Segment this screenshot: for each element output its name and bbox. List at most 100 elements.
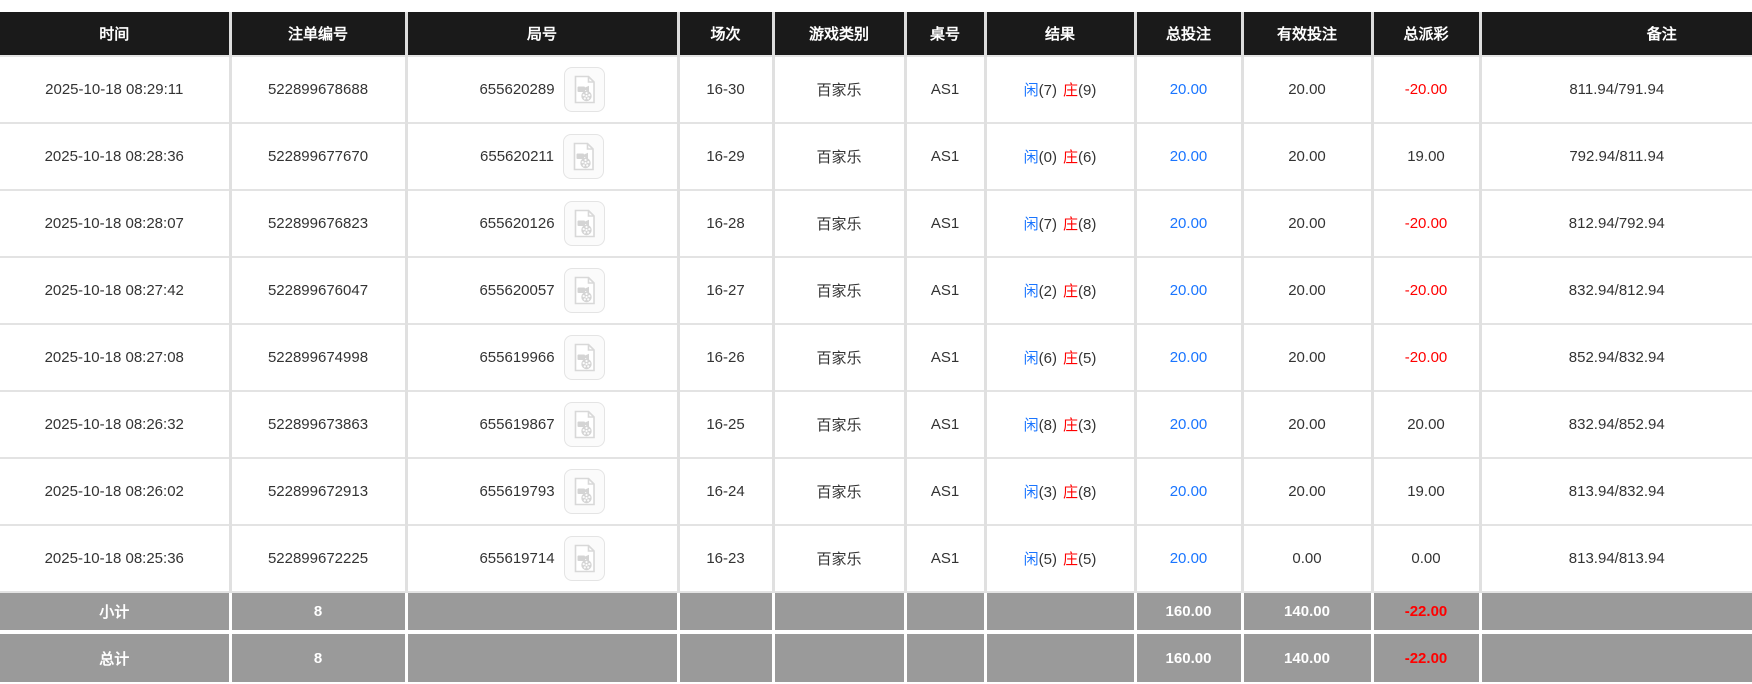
result-player-value: (0) xyxy=(1038,149,1057,166)
cell-total-bet: 20.00 xyxy=(1135,458,1244,526)
result-banker-label: 庄 xyxy=(1063,82,1079,99)
cell-payout: -22.00 xyxy=(1372,630,1482,682)
round-content: 655619793 xyxy=(479,469,605,514)
result-banker-value: (5) xyxy=(1078,350,1097,367)
cell-valid-bet: 20.00 xyxy=(1242,56,1374,124)
cell-session: 16-28 xyxy=(678,190,775,258)
video-replay-button[interactable] xyxy=(562,134,604,179)
cell-payout: 19.00 xyxy=(1372,458,1482,526)
cell-game-type: 百家乐 xyxy=(773,190,907,258)
cell-session: 16-25 xyxy=(678,391,775,459)
cell-valid-bet: 140.00 xyxy=(1242,630,1374,682)
col-header-game_type: 游戏类别 xyxy=(773,12,907,57)
cell-valid-bet: 20.00 xyxy=(1242,257,1374,325)
table-row: 2025-10-18 08:28:07 522899676823 655620126… xyxy=(0,190,1752,258)
cell-result: 闲(0) 庄(6) xyxy=(985,123,1137,191)
result-banker-value: (6) xyxy=(1078,149,1097,166)
cell-payout: -20.00 xyxy=(1372,324,1482,392)
cell-time: 2025-10-18 08:28:07 xyxy=(0,190,232,258)
cell-result: 闲(3) 庄(8) xyxy=(985,458,1137,526)
cell-time: 2025-10-18 08:25:36 xyxy=(0,525,232,593)
cell-game-type: 百家乐 xyxy=(773,324,907,392)
video-file-icon xyxy=(571,543,598,574)
cell-remark: 832.94/852.94 xyxy=(1480,391,1752,459)
cell-valid-bet: 20.00 xyxy=(1242,391,1374,459)
cell-result: 闲(5) 庄(5) xyxy=(985,525,1137,593)
cell-total-bet: 20.00 xyxy=(1135,56,1244,124)
video-replay-button[interactable] xyxy=(563,268,605,313)
cell-game-type: 百家乐 xyxy=(773,257,907,325)
col-header-valid_bet: 有效投注 xyxy=(1242,12,1374,57)
table-row: 2025-10-18 08:27:42 522899676047 655620057… xyxy=(0,257,1752,325)
col-header-remark: 备注 xyxy=(1480,12,1752,57)
result-player-label: 闲 xyxy=(1023,551,1039,568)
result-banker-value: (8) xyxy=(1078,283,1097,300)
round-number: 655619714 xyxy=(479,550,555,567)
round-number: 655619966 xyxy=(479,349,555,366)
round-number: 655620126 xyxy=(479,215,555,232)
result-banker-value: (9) xyxy=(1078,82,1097,99)
cell-bet-id: 522899674998 xyxy=(230,324,408,392)
cell-time: 2025-10-18 08:26:32 xyxy=(0,391,232,459)
cell-time: 2025-10-18 08:27:08 xyxy=(0,324,232,392)
result-player-value: (2) xyxy=(1038,283,1057,300)
cell-count: 8 xyxy=(230,592,408,632)
cell-session: 16-23 xyxy=(678,525,775,593)
col-header-bet_id: 注单编号 xyxy=(230,12,408,57)
round-number: 655620289 xyxy=(479,81,555,98)
video-replay-button[interactable] xyxy=(563,67,605,112)
video-replay-button[interactable] xyxy=(563,536,605,581)
cell-round-id: 655620289 xyxy=(406,56,680,124)
cell-remark: 812.94/792.94 xyxy=(1480,190,1752,258)
subtotal-label: 小计 xyxy=(0,592,232,632)
cell-table-id: AS1 xyxy=(905,458,987,526)
round-content: 655619867 xyxy=(479,402,605,447)
cell-total-bet: 160.00 xyxy=(1135,630,1244,682)
result-player-value: (5) xyxy=(1038,551,1057,568)
cell-result-empty xyxy=(985,630,1137,682)
cell-result: 闲(2) 庄(8) xyxy=(985,257,1137,325)
cell-remark: 813.94/832.94 xyxy=(1480,458,1752,526)
result-banker-label: 庄 xyxy=(1063,149,1079,166)
video-replay-button[interactable] xyxy=(563,335,605,380)
cell-game-type-empty xyxy=(773,592,907,632)
cell-bet-id: 522899676823 xyxy=(230,190,408,258)
cell-bet-id: 522899672913 xyxy=(230,458,408,526)
table-row: 2025-10-18 08:28:36 522899677670 655620211… xyxy=(0,123,1752,191)
col-header-total_bet: 总投注 xyxy=(1135,12,1244,57)
cell-total-bet: 20.00 xyxy=(1135,525,1244,593)
result-player-label: 闲 xyxy=(1023,484,1039,501)
cell-time: 2025-10-18 08:28:36 xyxy=(0,123,232,191)
result-player-value: (7) xyxy=(1038,216,1057,233)
round-number: 655619793 xyxy=(479,483,555,500)
cell-session: 16-29 xyxy=(678,123,775,191)
cell-table-id: AS1 xyxy=(905,56,987,124)
cell-round-id-empty xyxy=(406,630,680,682)
cell-table-id: AS1 xyxy=(905,391,987,459)
cell-round-id: 655619714 xyxy=(406,525,680,593)
cell-remark: 792.94/811.94 xyxy=(1480,123,1752,191)
table-row: 2025-10-18 08:25:36 522899672225 655619714… xyxy=(0,525,1752,593)
video-file-icon xyxy=(571,208,598,239)
col-header-session: 场次 xyxy=(678,12,775,57)
total-label: 总计 xyxy=(0,630,232,682)
cell-bet-id: 522899672225 xyxy=(230,525,408,593)
video-replay-button[interactable] xyxy=(563,201,605,246)
video-replay-button[interactable] xyxy=(563,469,605,514)
video-replay-button[interactable] xyxy=(563,402,605,447)
result-player-label: 闲 xyxy=(1023,216,1039,233)
cell-valid-bet: 20.00 xyxy=(1242,458,1374,526)
cell-payout: 0.00 xyxy=(1372,525,1482,593)
video-file-icon xyxy=(571,275,598,306)
round-content: 655619714 xyxy=(479,536,605,581)
cell-table-id: AS1 xyxy=(905,123,987,191)
round-number: 655620057 xyxy=(479,282,555,299)
cell-table-id: AS1 xyxy=(905,190,987,258)
cell-remark: 852.94/832.94 xyxy=(1480,324,1752,392)
round-content: 655620211 xyxy=(480,134,604,179)
cell-session: 16-27 xyxy=(678,257,775,325)
col-header-payout: 总派彩 xyxy=(1372,12,1482,57)
result-banker-value: (8) xyxy=(1078,216,1097,233)
cell-round-id-empty xyxy=(406,592,680,632)
cell-result: 闲(8) 庄(3) xyxy=(985,391,1137,459)
